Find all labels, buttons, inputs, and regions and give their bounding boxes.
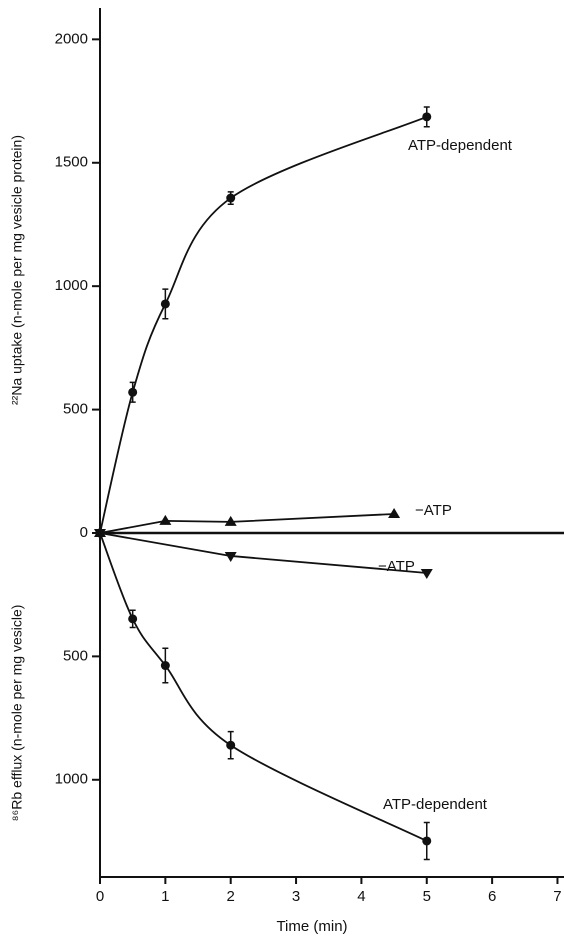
x-tick-label: 0: [96, 888, 104, 905]
x-tick-label: 2: [227, 888, 235, 905]
y-axis-label: ²²Na uptake (n-mole per mg vesicle prote…: [9, 135, 25, 405]
y-tick-label: 1000: [55, 277, 88, 294]
data-point: [226, 740, 236, 750]
data-point: [224, 515, 237, 526]
series-line: [99, 116, 428, 534]
x-tick-label: 1: [161, 888, 169, 905]
data-point: [422, 112, 432, 122]
x-tick-label: 7: [553, 888, 561, 905]
data-point: [224, 551, 237, 562]
x-tick-label: 5: [423, 888, 431, 905]
data-point: [420, 568, 433, 579]
data-point: [160, 661, 170, 671]
y-tick-label: 1000: [55, 771, 88, 788]
x-tick-label: 3: [292, 888, 300, 905]
x-tick-label: 6: [488, 888, 496, 905]
y-tick-label: 500: [63, 647, 88, 664]
data-point: [226, 193, 236, 203]
series-label: ATP-dependent: [408, 137, 513, 154]
data-point: [95, 528, 105, 538]
y-tick-label: 1500: [55, 154, 88, 171]
series-label: −ATP: [378, 558, 415, 575]
series-label: −ATP: [415, 502, 452, 519]
series-line: [99, 532, 428, 842]
data-point: [159, 514, 172, 525]
series-label: ATP-dependent: [383, 796, 488, 813]
data-point: [160, 299, 170, 309]
data-point: [128, 387, 138, 397]
data-point: [422, 836, 432, 846]
x-axis-label: Time (min): [276, 918, 347, 935]
data-point: [128, 614, 138, 624]
y-tick-label: 0: [80, 524, 88, 541]
y-tick-label: 500: [63, 401, 88, 418]
x-tick-label: 4: [357, 888, 365, 905]
data-point: [388, 507, 401, 518]
y-tick-label: 2000: [55, 30, 88, 47]
series-line: [99, 513, 395, 534]
y-axis-label: ⁸⁶Rb efflux (n-mole per mg vesicle): [9, 605, 25, 822]
